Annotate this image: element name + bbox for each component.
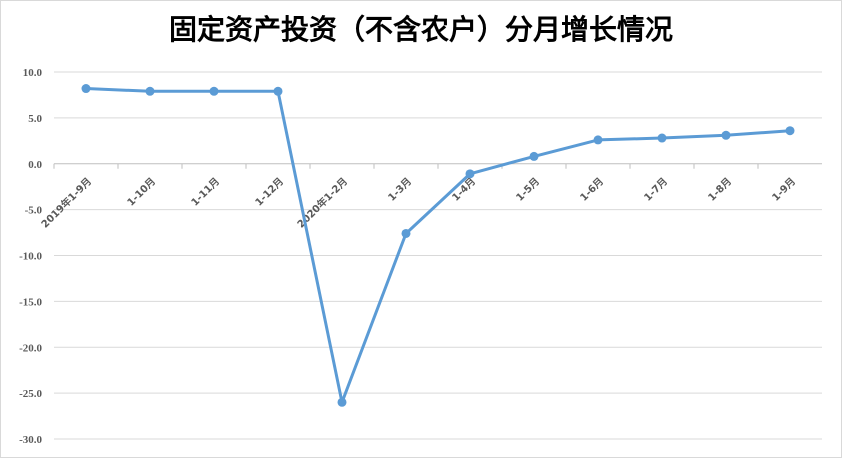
y-tick-label: -10.0: [19, 251, 42, 263]
y-axis: 10.0 5.0 0.0 -5.0 -10.0 -15.0 -20.0 -25.0 -30.0: [19, 67, 42, 446]
y-tick-label: -15.0: [19, 296, 42, 308]
data-point: [145, 86, 155, 96]
data-point: [209, 86, 219, 96]
y-tick-label: -20.0: [19, 342, 42, 354]
data-point: [593, 135, 603, 145]
x-tick-label: 1-6月: [578, 175, 606, 203]
series-polyline: [85, 87, 791, 404]
y-tick-label: 5.0: [28, 113, 42, 125]
y-tick-label: 0.0: [28, 159, 42, 171]
data-point: [721, 130, 731, 140]
x-tick-label: 1-7月: [642, 175, 670, 203]
x-tick-label: 2019年1-9月: [38, 175, 94, 231]
x-tick-label: 2020年1-2月: [294, 175, 350, 231]
gridlines: [54, 71, 822, 440]
x-tick-label: 1-10月: [125, 175, 158, 208]
data-point: [785, 126, 795, 136]
x-tick-label: 1-8月: [706, 175, 734, 203]
data-point: [529, 151, 539, 161]
chart-title: 固定资产投资（不含农户）分月增长情况: [168, 13, 673, 46]
y-tick-label: 10.0: [23, 67, 43, 79]
y-tick-label: -5.0: [25, 205, 43, 217]
x-tick-label: 1-9月: [770, 175, 798, 203]
x-tick-label: 1-11月: [189, 175, 222, 208]
data-point: [465, 169, 475, 179]
data-point: [81, 84, 91, 94]
x-tick-label: 1-3月: [386, 175, 414, 203]
data-point: [657, 133, 667, 143]
data-point: [337, 397, 347, 407]
y-tick-label: -25.0: [19, 388, 42, 400]
x-tick-label: 1-12月: [253, 175, 286, 208]
x-tick-label: 1-5月: [514, 175, 542, 203]
series-line: [81, 84, 795, 407]
y-tick-label: -30.0: [19, 434, 42, 446]
data-point: [273, 86, 283, 96]
data-point: [401, 228, 411, 238]
